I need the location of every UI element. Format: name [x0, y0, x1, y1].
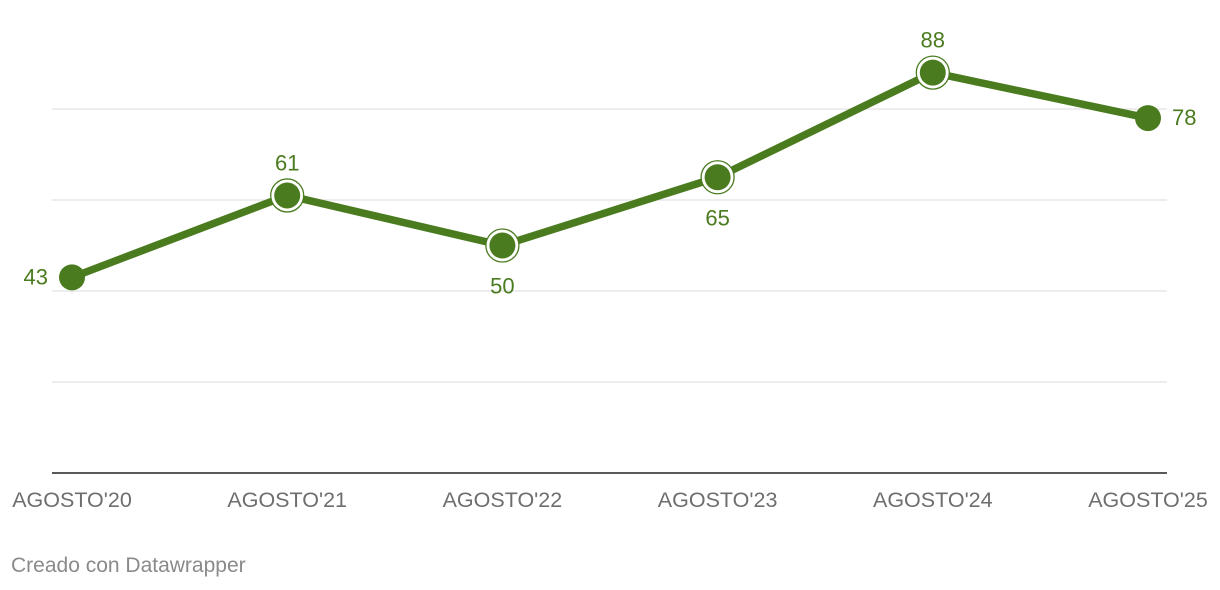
- data-label: 50: [490, 274, 514, 299]
- x-tick-label: AGOSTO'24: [873, 488, 993, 512]
- data-point: [919, 59, 946, 86]
- x-tick-label: AGOSTO'20: [12, 488, 132, 512]
- x-tick-label: AGOSTO'23: [658, 488, 778, 512]
- data-point: [489, 232, 516, 259]
- data-label: 43: [24, 264, 48, 289]
- data-labels: 43 61 50 65 88 78: [24, 28, 1197, 299]
- line-chart: 43 61 50 65 88 78 AGOSTO'20 AGOSTO'21 AGOSTO'22…: [12, 28, 1208, 512]
- data-points: [59, 55, 1161, 291]
- x-tick-label: AGOSTO'21: [227, 488, 347, 512]
- data-label: 61: [275, 150, 299, 175]
- gridlines: [52, 108, 1167, 383]
- credit-note: Creado con Datawrapper: [11, 554, 246, 577]
- data-point: [1135, 105, 1161, 132]
- data-point: [59, 264, 85, 291]
- data-point: [704, 164, 731, 191]
- x-axis-tick-labels: AGOSTO'20 AGOSTO'21 AGOSTO'22 AGOSTO'23 AGOS…: [12, 488, 1208, 512]
- series-line: [68, 68, 1152, 282]
- x-tick-label: AGOSTO'22: [443, 488, 563, 512]
- data-label: 78: [1172, 105, 1196, 130]
- data-point: [274, 182, 301, 209]
- data-label: 88: [921, 28, 945, 53]
- x-tick-label: AGOSTO'25: [1088, 488, 1208, 512]
- data-label: 65: [705, 205, 729, 230]
